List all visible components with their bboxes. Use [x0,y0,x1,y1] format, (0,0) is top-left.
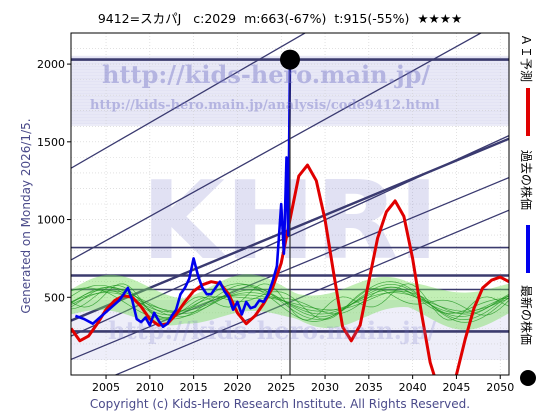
y-tick-label: 1000 [37,214,65,227]
y-tick-label: 1500 [37,136,65,149]
current-price: c:2029 [193,11,237,26]
target-value: t:915(-55%) [334,11,410,26]
x-tick-label: 2050 [486,381,514,394]
x-tick-label: 2005 [92,381,120,394]
x-axis: 2005 2010 2015 2020 2025 2030 2035 2040 2045 2050 [92,375,514,394]
x-tick-label: 2010 [136,381,164,394]
x-tick-label: 2045 [442,381,470,394]
x-tick-label: 2030 [311,381,339,394]
y-tick-label: 500 [44,291,65,304]
plot-frame [70,32,510,376]
stock-code-name: 9412=スカパJ [97,11,182,26]
legend-swatch [520,370,536,386]
y-tick-label: 2000 [37,58,65,71]
latest-price-dot [280,49,300,70]
legend-label: ＡＩ予測 [519,34,533,82]
legend-label: 過去の株価 [519,150,534,210]
x-tick-label: 2040 [399,381,427,394]
x-tick-label: 2025 [267,381,295,394]
past-price-line [74,59,292,329]
max-value: m:663(-67%) [244,11,327,26]
rating-stars: ★★★★ [417,11,463,26]
x-tick-label: 2015 [180,381,208,394]
x-tick-label: 2035 [355,381,383,394]
trend-line [71,33,307,169]
x-tick-label: 2020 [223,381,251,394]
copyright-footer: Copyright (c) Kids-Hero Research Institu… [89,397,471,411]
legend-label: 最新の株価 [519,285,534,345]
chart-header: 9412=スカパJ c:2029 m:663(-67%) t:915(-55%)… [0,8,560,27]
y-axis: 500 1000 1500 2000 [37,58,71,304]
